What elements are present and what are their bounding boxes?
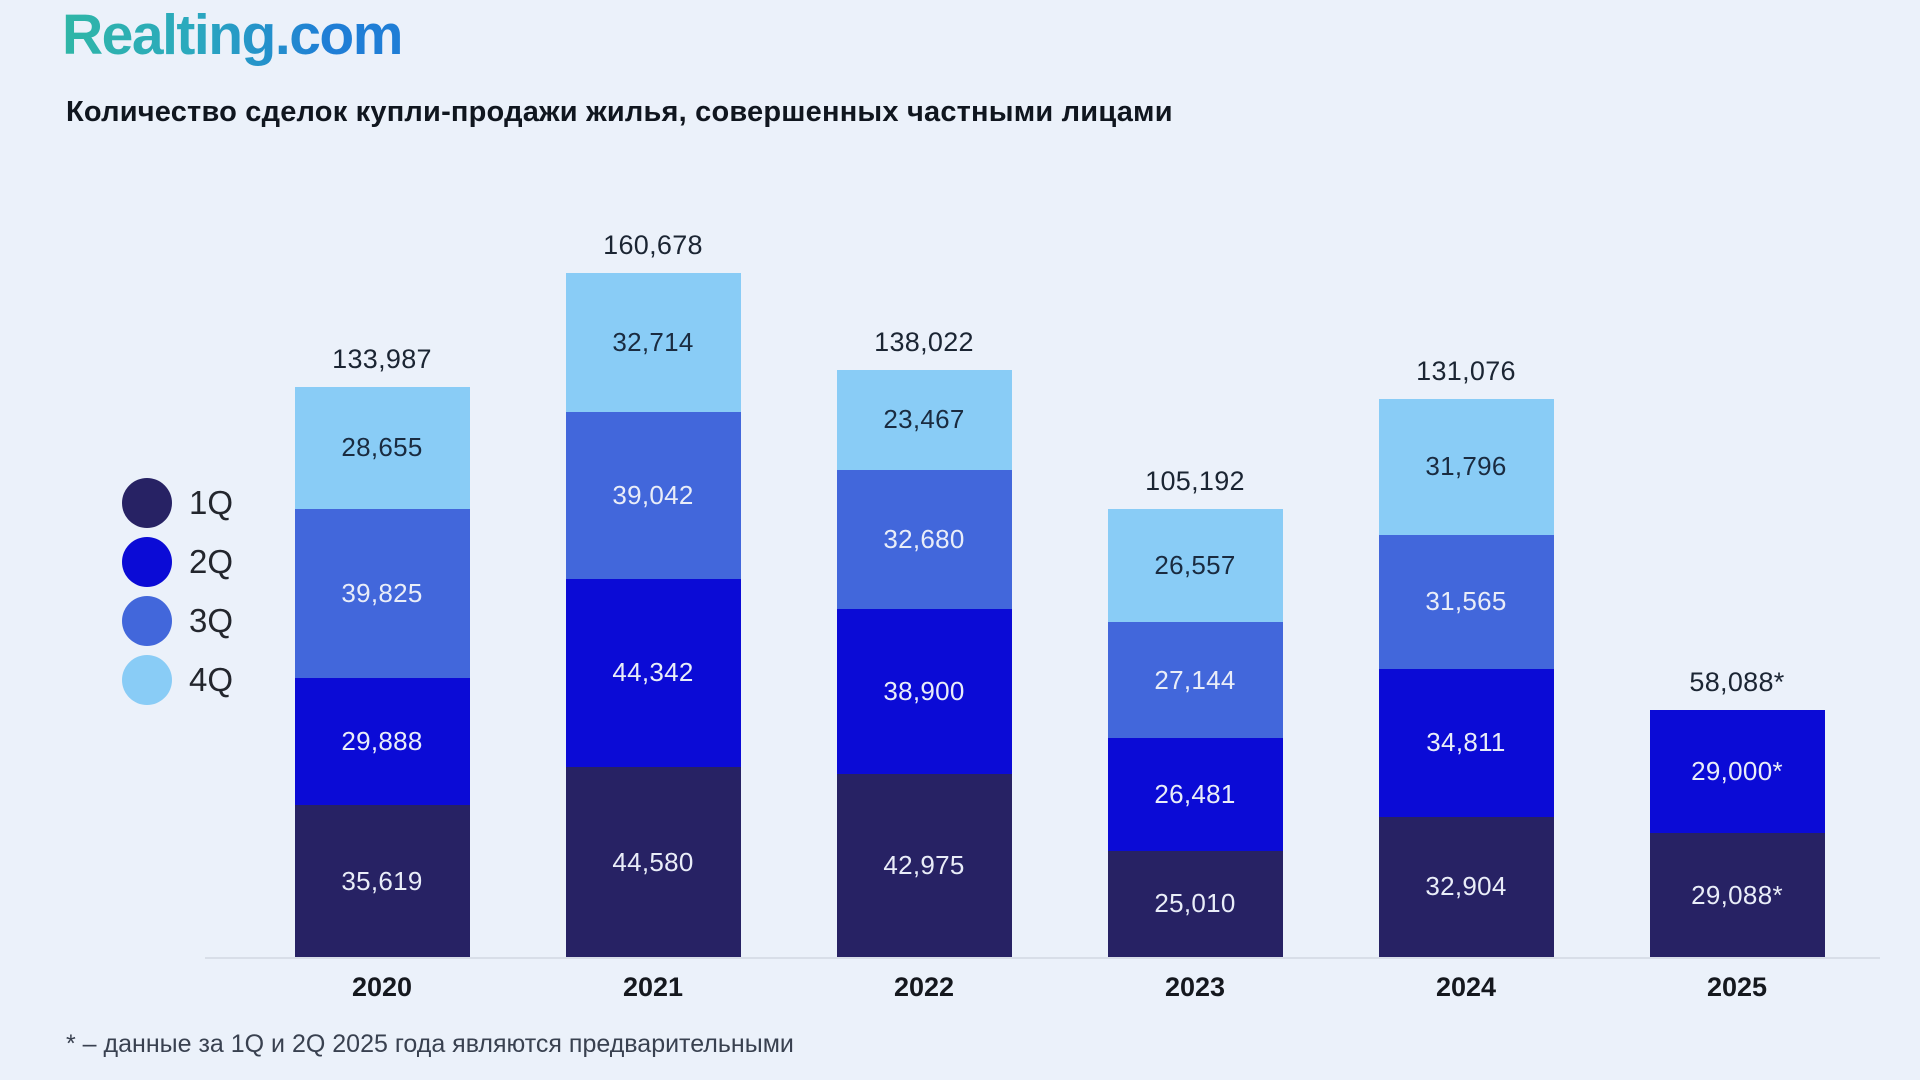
- bar-segment-2020-3q: 39,825: [294, 508, 470, 679]
- bar-segment-2024-1q: 32,904: [1378, 816, 1554, 957]
- x-axis-label-2023: 2023: [1164, 972, 1226, 1002]
- segment-value-label: 42,975: [883, 850, 965, 881]
- footnote: * – данные за 1Q и 2Q 2025 года являются…: [66, 1030, 794, 1058]
- bar-segment-2024-3q: 31,565: [1378, 534, 1554, 669]
- legend-item-3q: 3Q: [122, 596, 233, 646]
- x-axis-label-2024: 2024: [1435, 972, 1497, 1002]
- total-label-2021: 160,678: [603, 230, 703, 261]
- segment-value-label: 26,481: [1154, 778, 1236, 809]
- chart-legend: 1Q 2Q 3Q 4Q: [122, 478, 233, 705]
- segment-value-label: 39,825: [341, 578, 423, 609]
- segment-value-label: 32,680: [883, 523, 965, 554]
- segment-value-label: 44,580: [612, 846, 694, 877]
- chart-title: Количество сделок купли-продажи жилья, с…: [66, 96, 1173, 128]
- bar-segment-2023-4q: 26,557: [1107, 509, 1283, 623]
- segment-value-label: 29,888: [341, 726, 423, 757]
- total-label-2024: 131,076: [1416, 356, 1516, 387]
- segment-value-label: 32,714: [612, 327, 694, 358]
- segment-value-label: 35,619: [341, 865, 423, 896]
- total-label-2022: 138,022: [874, 326, 974, 357]
- realting-logo: Realting.com: [62, 3, 403, 67]
- bar-segment-2021-3q: 39,042: [565, 412, 741, 579]
- x-axis-label-2025: 2025: [1706, 972, 1768, 1002]
- bar-segment-2023-1q: 25,010: [1107, 850, 1283, 957]
- bar-segment-2021-2q: 44,342: [565, 578, 741, 768]
- bar-segment-2023-2q: 26,481: [1107, 737, 1283, 851]
- total-label-2020: 133,987: [332, 343, 432, 374]
- segment-value-label: 31,565: [1425, 586, 1507, 617]
- segment-value-label: 26,557: [1154, 550, 1236, 581]
- bar-segment-2024-2q: 34,811: [1378, 668, 1554, 817]
- segment-value-label: 34,811: [1426, 727, 1506, 758]
- legend-swatch-3q: [122, 596, 172, 646]
- segment-value-label: 25,010: [1154, 888, 1236, 919]
- bar-segment-2024-4q: 31,796: [1378, 399, 1554, 535]
- bar-segment-2025-2q: 29,000*: [1649, 709, 1825, 834]
- legend-label: 2Q: [189, 543, 234, 580]
- total-label-2023: 105,192: [1145, 466, 1245, 497]
- bar-segment-2021-4q: 32,714: [565, 273, 741, 413]
- legend-item-4q: 4Q: [122, 655, 233, 705]
- bar-segment-2020-2q: 29,888: [294, 678, 470, 806]
- segment-value-label: 31,796: [1425, 451, 1507, 482]
- segment-value-label: 39,042: [612, 480, 694, 511]
- legend-swatch-2q: [122, 537, 172, 587]
- legend-item-2q: 2Q: [122, 537, 233, 587]
- x-axis-line: [205, 957, 1880, 959]
- bar-segment-2020-4q: 28,655: [294, 386, 470, 509]
- bar-segment-2022-2q: 38,900: [836, 608, 1012, 775]
- legend-item-1q: 1Q: [122, 478, 233, 528]
- legend-label: 1Q: [189, 484, 234, 521]
- bar-segment-2022-3q: 32,680: [836, 469, 1012, 609]
- segment-value-label: 29,088*: [1691, 879, 1783, 910]
- segment-value-label: 44,342: [612, 657, 694, 688]
- bar-segment-2025-1q: 29,088*: [1649, 833, 1825, 957]
- bar-segment-2022-4q: 23,467: [836, 369, 1012, 470]
- bar-segment-2021-1q: 44,580: [565, 767, 741, 957]
- segment-value-label: 23,467: [883, 404, 965, 435]
- segment-value-label: 28,655: [341, 432, 423, 463]
- segment-value-label: 32,904: [1425, 871, 1507, 902]
- bar-segment-2020-1q: 35,619: [294, 805, 470, 957]
- x-axis-label-2020: 2020: [351, 972, 413, 1002]
- legend-label: 3Q: [189, 602, 234, 639]
- segment-value-label: 38,900: [883, 675, 965, 706]
- legend-swatch-1q: [122, 478, 172, 528]
- segment-value-label: 27,144: [1154, 664, 1236, 695]
- segment-value-label: 29,000*: [1691, 756, 1783, 787]
- x-axis-label-2021: 2021: [622, 972, 684, 1002]
- bar-segment-2023-3q: 27,144: [1107, 622, 1283, 738]
- total-label-2025: 58,088*: [1689, 666, 1785, 697]
- bar-segment-2022-1q: 42,975: [836, 774, 1012, 957]
- legend-swatch-4q: [122, 655, 172, 705]
- x-axis-label-2022: 2022: [893, 972, 955, 1002]
- legend-label: 4Q: [189, 661, 234, 698]
